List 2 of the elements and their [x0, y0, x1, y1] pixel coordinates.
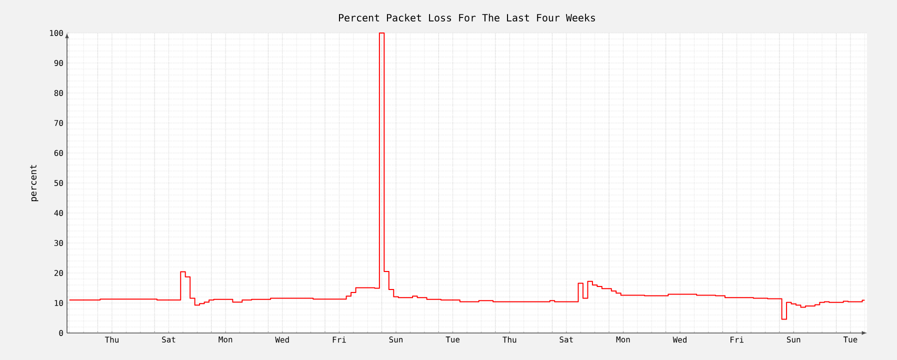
y-axis-title: percent: [30, 164, 38, 202]
chart-title: Percent Packet Loss For The Last Four Weeks: [339, 14, 595, 22]
